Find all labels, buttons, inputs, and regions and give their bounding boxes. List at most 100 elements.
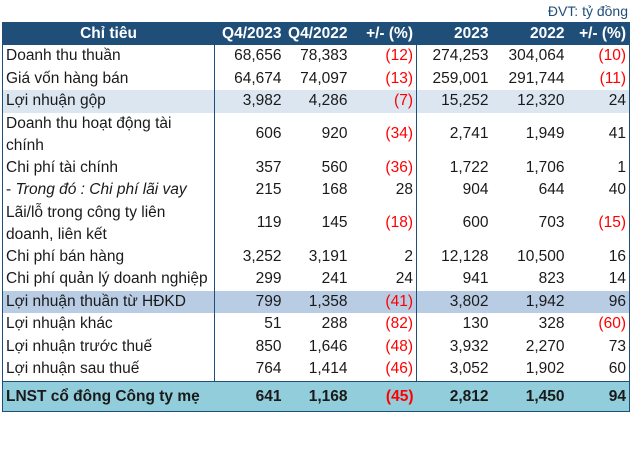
table-row-highlight: Lợi nhuận gộp 3,982 4,286 (7) 15,252 12,…: [2, 90, 630, 113]
cell-quarter-change: (82): [350, 313, 417, 336]
cell-2022: 1,949: [525, 125, 565, 143]
cell-q4-2022: 78,383: [300, 47, 348, 64]
row-label: LNST cổ đông Công ty mẹ: [6, 387, 200, 405]
cell-quarter-change: (13): [350, 67, 417, 90]
cell-q4-2023: 3,982: [242, 92, 282, 109]
cell-quarter-change: (7): [350, 90, 417, 113]
cell-q4-2022: 74,097: [300, 69, 348, 87]
table-row: Lợi nhuận trước thuế 850 1,646 (48) 3,93…: [2, 335, 630, 358]
cell-q4-2023: 357: [255, 158, 282, 176]
cell-2022: 644: [538, 181, 565, 198]
cell-2022: 10,500: [517, 247, 565, 265]
cell-2022: 12,320: [517, 92, 565, 109]
cell-2023: 3,932: [449, 337, 489, 355]
cell-q4-2023: 51: [264, 315, 282, 332]
cell-year-change: (11): [599, 69, 626, 87]
cell-q4-2023: 3,252: [242, 247, 282, 265]
cell-quarter-change: (45): [385, 387, 414, 405]
cell-year-change: 94: [608, 387, 626, 405]
cell-q4-2023: 641: [255, 387, 282, 405]
cell-year-change: 14: [608, 270, 626, 287]
header-year-change: +/- (%): [579, 25, 626, 42]
cell-quarter-change: (41): [350, 290, 417, 313]
cell-year-change: 40: [608, 181, 626, 198]
row-label: Lợi nhuận trước thuế: [2, 335, 215, 358]
cell-quarter-change: (12): [350, 45, 417, 68]
row-label: Lãi/lỗ trong công ty liên doanh, liên kế…: [2, 201, 215, 246]
row-label: - Trong đó : Chi phí lãi vay: [2, 179, 215, 202]
row-label: Doanh thu hoạt động tài chính: [2, 112, 215, 157]
cell-q4-2023: 64,674: [234, 69, 282, 87]
cell-2023: 904: [462, 181, 489, 198]
cell-2022: 1,942: [525, 292, 565, 310]
cell-quarter-change: 24: [350, 268, 417, 291]
cell-q4-2023: 799: [255, 292, 282, 310]
cell-q4-2023: 299: [255, 270, 282, 287]
cell-q4-2022: 4,286: [308, 92, 348, 109]
cell-q4-2022: 1,358: [308, 292, 348, 310]
cell-2022: 291,744: [508, 69, 565, 87]
cell-q4-2023: 119: [256, 214, 282, 232]
cell-2023: 274,253: [432, 47, 489, 64]
row-label: Doanh thu thuần: [2, 45, 215, 68]
table-row: Giá vốn hàng bán 64,674 74,097 (13) 259,…: [2, 67, 630, 90]
unit-note: ĐVT: tỷ đồng: [547, 3, 628, 19]
cell-2022: 1,450: [525, 387, 565, 405]
cell-year-change: (60): [598, 315, 626, 332]
row-label: Lợi nhuận khác: [2, 313, 215, 336]
cell-2023: 3,802: [449, 292, 489, 310]
row-label: Lợi nhuận sau thuế: [2, 358, 215, 381]
cell-quarter-change: 28: [350, 179, 417, 202]
row-label: Giá vốn hàng bán: [2, 67, 215, 90]
row-label: Lợi nhuận thuần từ HĐKD: [2, 290, 215, 313]
cell-q4-2022: 288: [321, 315, 348, 332]
cell-q4-2022: 168: [321, 181, 348, 198]
cell-quarter-change: (46): [350, 358, 417, 381]
cell-year-change: (15): [598, 214, 626, 232]
table-row-highlight: Lợi nhuận thuần từ HĐKD 799 1,358 (41) 3…: [2, 290, 630, 313]
cell-q4-2023: 68,656: [234, 47, 282, 64]
row-label: Lợi nhuận gộp: [2, 90, 215, 113]
income-statement-table: Chỉ tiêu Q4/2023 Q4/2022 +/- (%) 2023 20…: [2, 22, 630, 412]
table-row: Lợi nhuận khác 51 288 (82) 130 328 (60): [2, 313, 630, 336]
cell-q4-2022: 3,191: [308, 247, 348, 265]
table-row: Lợi nhuận sau thuế 764 1,414 (46) 3,052 …: [2, 358, 630, 381]
cell-2023: 259,001: [432, 69, 489, 87]
cell-2023: 130: [462, 315, 489, 332]
cell-quarter-change: (34): [350, 112, 417, 157]
cell-year-change: (10): [598, 47, 626, 64]
cell-q4-2022: 920: [321, 125, 348, 143]
cell-q4-2022: 1,646: [308, 337, 348, 355]
cell-q4-2023: 215: [255, 181, 282, 198]
header-q4-2023: Q4/2023: [222, 25, 282, 42]
row-label-italic: Trong đó : Chi phí lãi vay: [15, 181, 187, 199]
cell-quarter-change: 2: [350, 245, 417, 268]
table-row: Chi phí tài chính 357 560 (36) 1,722 1,7…: [2, 156, 630, 179]
cell-2023: 3,052: [449, 360, 489, 377]
cell-quarter-change: (48): [350, 335, 417, 358]
table-row: Lãi/lỗ trong công ty liên doanh, liên kế…: [2, 201, 630, 246]
cell-year-change: 73: [608, 337, 626, 355]
header-2023: 2023: [454, 25, 489, 42]
cell-q4-2022: 241: [321, 270, 348, 287]
cell-year-change: 1: [617, 158, 626, 176]
table-row: Chi phí quản lý doanh nghiệp 299 241 24 …: [2, 268, 630, 291]
cell-year-change: 41: [608, 125, 626, 143]
header-indicator: Chỉ tiêu: [2, 22, 215, 45]
table-row-total: LNST cổ đông Công ty mẹ 641 1,168 (45) 2…: [2, 381, 630, 411]
cell-year-change: 60: [608, 360, 626, 377]
cell-2023: 15,252: [441, 92, 489, 109]
cell-q4-2022: 1,168: [308, 387, 348, 405]
cell-q4-2022: 1,414: [308, 360, 348, 377]
cell-2023: 1,722: [449, 158, 489, 176]
cell-year-change: 96: [608, 292, 626, 310]
cell-2022: 823: [538, 270, 565, 287]
cell-2023: 2,741: [449, 125, 489, 143]
cell-2023: 12,128: [441, 247, 489, 265]
header-quarter-change: +/- (%): [350, 22, 417, 45]
cell-2022: 1,706: [525, 158, 565, 176]
table-header-row: Chỉ tiêu Q4/2023 Q4/2022 +/- (%) 2023 20…: [2, 22, 630, 45]
cell-quarter-change: (36): [350, 156, 417, 179]
cell-2022: 2,270: [525, 337, 565, 355]
table-row: Chi phí bán hàng 3,252 3,191 2 12,128 10…: [2, 245, 630, 268]
